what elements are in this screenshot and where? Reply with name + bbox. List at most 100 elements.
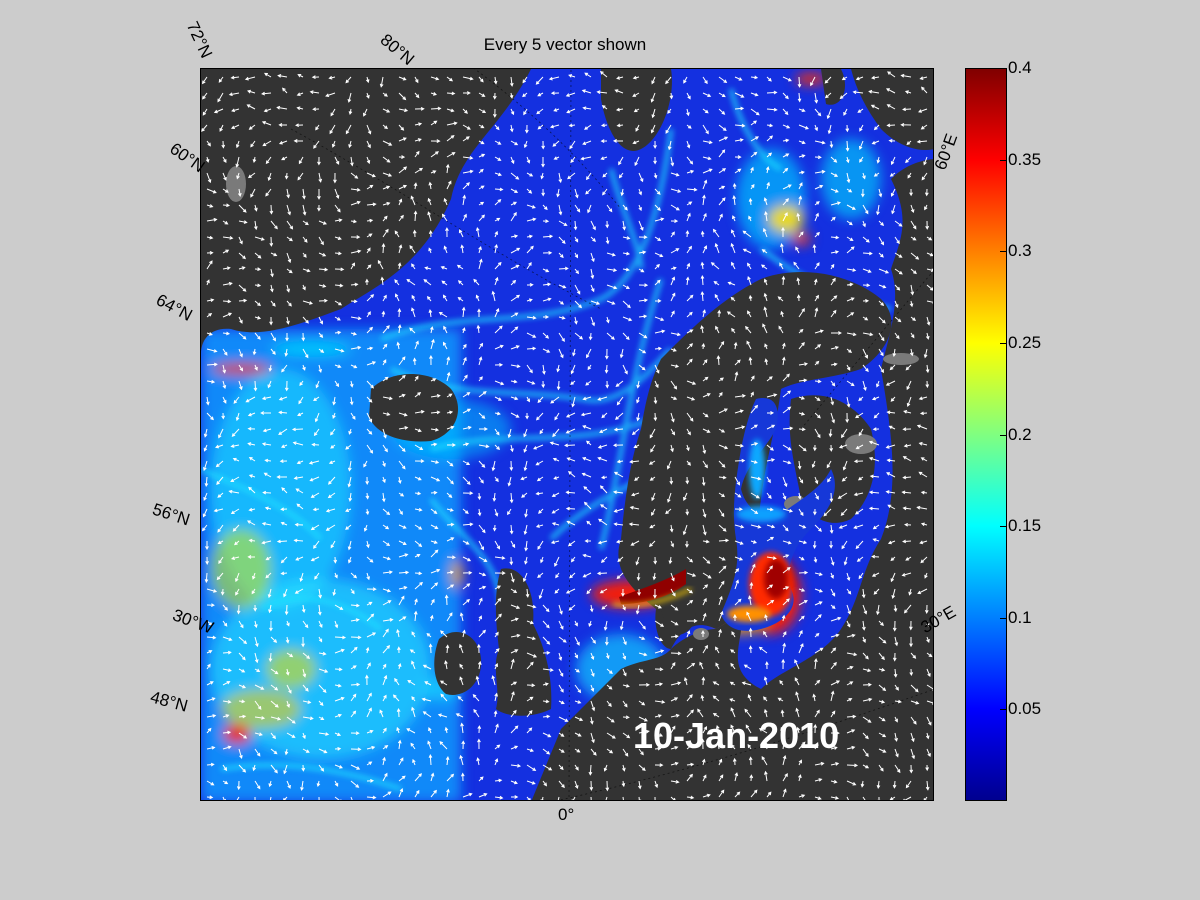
current-vector [734, 772, 739, 782]
current-vector [814, 344, 822, 350]
current-vector [204, 572, 209, 584]
current-vector [766, 458, 776, 462]
current-vector [779, 262, 784, 270]
current-vector [782, 476, 788, 488]
current-vector [462, 124, 471, 130]
current-vector [654, 252, 664, 258]
current-vector [574, 636, 580, 646]
current-vector [585, 188, 592, 195]
current-vector [782, 373, 790, 382]
current-vector [366, 707, 372, 718]
current-vector [814, 140, 826, 145]
current-vector [846, 348, 853, 353]
current-vector [540, 172, 544, 180]
current-vector [398, 524, 407, 529]
current-vector [477, 725, 482, 734]
current-vector [510, 156, 515, 165]
current-vector [734, 540, 744, 545]
current-vector [730, 649, 736, 654]
current-vector [872, 524, 880, 530]
current-vector [462, 182, 470, 190]
current-vector [830, 396, 835, 406]
current-vector [600, 475, 608, 480]
current-vector [332, 412, 336, 419]
current-vector [457, 280, 464, 286]
current-vector [269, 236, 274, 247]
current-vector [446, 492, 453, 499]
current-vector [327, 476, 336, 485]
current-vector [670, 604, 679, 611]
current-vector [443, 341, 448, 350]
current-vector [702, 556, 711, 564]
current-vector [670, 412, 675, 423]
current-vector [558, 204, 563, 216]
current-vector [567, 540, 576, 547]
current-vector [446, 788, 450, 798]
current-vector [665, 76, 672, 85]
current-vector [334, 796, 342, 800]
current-vector [796, 726, 801, 734]
current-vector [581, 472, 592, 478]
current-vector [925, 380, 930, 389]
current-vector [798, 794, 806, 798]
current-vector [606, 300, 616, 305]
current-vector [904, 90, 912, 94]
current-vector [586, 588, 592, 595]
current-vector [542, 764, 553, 771]
current-vector [280, 521, 288, 526]
current-vector [366, 346, 374, 351]
current-vector [830, 647, 837, 654]
current-vector [590, 236, 596, 242]
current-vector [309, 90, 320, 94]
current-vector [750, 120, 758, 126]
current-vector [269, 316, 273, 326]
current-vector [334, 300, 343, 306]
current-vector [629, 505, 640, 510]
current-vector [350, 172, 359, 179]
current-vector [478, 793, 488, 798]
current-vector [777, 296, 784, 302]
current-vector [565, 588, 576, 594]
current-vector [286, 732, 296, 738]
current-vector [574, 204, 581, 213]
current-vector [382, 444, 388, 453]
current-vector [397, 662, 402, 670]
current-vector [478, 524, 486, 534]
current-vector [270, 348, 276, 355]
current-vector [889, 364, 896, 371]
current-vector [494, 597, 502, 606]
current-vector [905, 156, 912, 164]
current-vectors [201, 71, 933, 800]
current-vector [494, 230, 498, 238]
current-vector [366, 428, 373, 435]
current-vector [398, 76, 407, 81]
current-vector [347, 92, 352, 103]
current-vector [296, 460, 304, 465]
current-vector [588, 764, 593, 776]
current-vector [841, 428, 848, 439]
current-vector [526, 245, 534, 254]
current-vector [238, 364, 244, 372]
current-vector [685, 276, 690, 286]
current-vector [281, 156, 288, 161]
current-vector [217, 524, 224, 533]
current-vector [742, 248, 752, 254]
current-vector [201, 124, 208, 132]
current-vector [902, 107, 912, 112]
current-vector [318, 796, 320, 800]
current-vector [734, 598, 742, 606]
current-vector [558, 748, 565, 753]
current-vector [853, 492, 864, 497]
current-vector [840, 508, 848, 516]
current-vector [565, 428, 576, 434]
current-vector [350, 780, 360, 788]
current-vector [846, 572, 851, 582]
current-vector [382, 791, 392, 798]
current-vector [878, 348, 884, 357]
current-vector [254, 700, 262, 710]
current-vector [906, 396, 912, 407]
colorbar-tick-label: 0.35 [999, 149, 1042, 169]
current-vector [382, 744, 389, 750]
current-vector [510, 264, 520, 270]
current-vector [665, 508, 672, 515]
